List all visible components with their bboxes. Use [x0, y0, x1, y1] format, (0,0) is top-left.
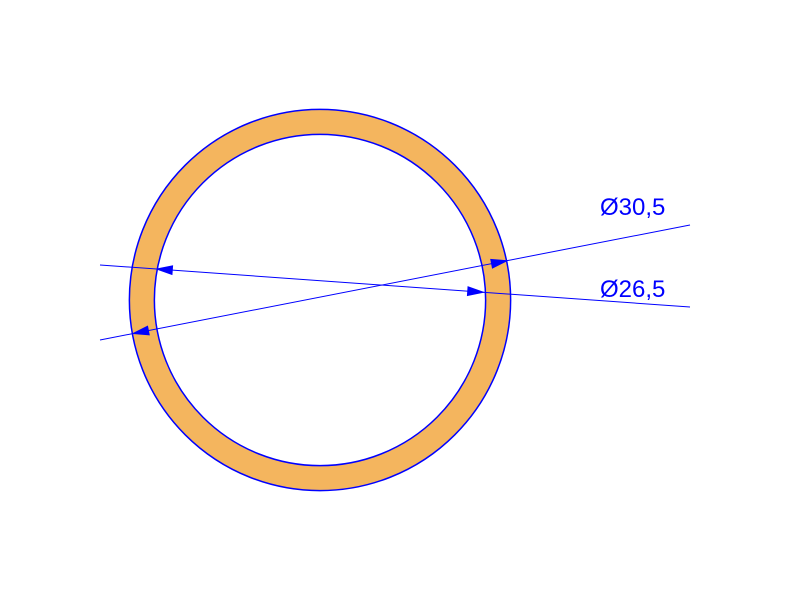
background	[0, 0, 800, 600]
inner-diameter-label: Ø26,5	[600, 276, 665, 303]
outer-diameter-label: Ø30,5	[600, 194, 665, 221]
diagram-canvas: Ø30,5 Ø26,5	[0, 0, 800, 600]
